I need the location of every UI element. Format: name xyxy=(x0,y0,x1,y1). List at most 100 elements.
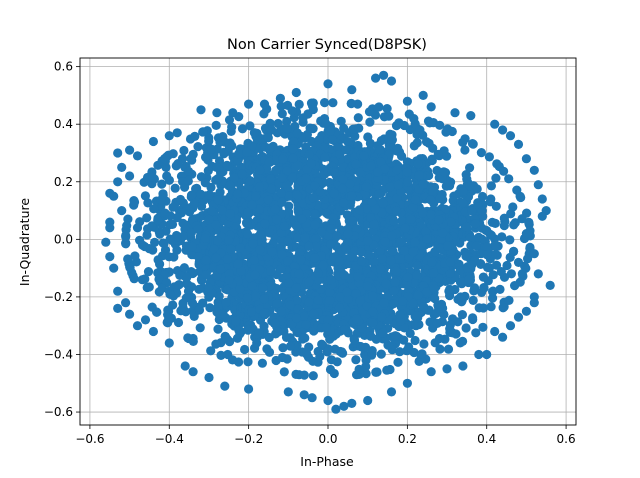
scatter-point xyxy=(129,197,140,207)
scatter-point xyxy=(396,237,406,247)
scatter-point xyxy=(380,164,390,174)
scatter-point xyxy=(211,220,221,230)
scatter-point xyxy=(125,145,135,155)
scatter-point xyxy=(410,195,420,205)
scatter-point xyxy=(376,349,386,359)
scatter-point xyxy=(212,307,222,317)
scatter-point xyxy=(172,212,182,223)
scatter-point xyxy=(414,170,424,181)
scatter-point xyxy=(464,274,474,284)
scatter-point xyxy=(165,211,175,221)
y-axis-label: In-Quadrature xyxy=(17,198,32,286)
scatter-point xyxy=(239,188,250,198)
scatter-point xyxy=(341,145,351,155)
scatter-point xyxy=(122,221,132,231)
scatter-point xyxy=(296,255,306,265)
scatter-point xyxy=(211,253,221,263)
scatter-point xyxy=(188,336,198,346)
scatter-point xyxy=(428,143,438,153)
scatter-point xyxy=(378,328,388,338)
scatter-point xyxy=(467,260,477,270)
scatter-point xyxy=(360,189,370,200)
scatter-point xyxy=(291,87,301,98)
scatter-point xyxy=(509,220,519,230)
scatter-point xyxy=(320,98,330,108)
scatter-point xyxy=(193,224,203,234)
scatter-point xyxy=(187,241,197,252)
scatter-point xyxy=(512,185,522,195)
scatter-point xyxy=(263,195,273,205)
scatter-point xyxy=(491,260,502,270)
scatter-point xyxy=(458,186,468,196)
scatter-point xyxy=(213,195,223,205)
scatter-point xyxy=(505,321,516,331)
scatter-point xyxy=(397,151,407,161)
scatter-point xyxy=(207,206,217,216)
x-tick-label: 0.0 xyxy=(318,432,337,446)
scatter-point xyxy=(380,237,390,247)
scatter-point xyxy=(363,395,373,406)
scatter-point xyxy=(293,160,303,171)
scatter-point xyxy=(229,173,239,183)
scatter-point xyxy=(265,174,276,184)
scatter-point xyxy=(266,125,277,135)
scatter-point xyxy=(249,255,259,265)
scatter-point xyxy=(374,189,384,199)
scatter-point xyxy=(442,241,453,251)
scatter-point xyxy=(471,328,481,338)
x-tick-label: 0.6 xyxy=(557,432,576,446)
scatter-point xyxy=(506,269,516,279)
scatter-point xyxy=(377,254,387,264)
scatter-point xyxy=(336,116,346,126)
scatter-point xyxy=(478,322,488,332)
scatter-point xyxy=(245,121,255,131)
scatter-point xyxy=(242,293,252,303)
scatter-point xyxy=(458,361,468,371)
scatter-point xyxy=(147,302,157,312)
scatter-point xyxy=(326,239,336,249)
scatter-point xyxy=(179,145,189,156)
scatter-point xyxy=(431,308,441,318)
scatter-point xyxy=(201,270,211,280)
scatter-point xyxy=(277,173,287,183)
scatter-point xyxy=(250,270,260,280)
scatter-point xyxy=(529,165,539,175)
scatter-point xyxy=(361,369,371,379)
scatter-point xyxy=(389,216,399,226)
scatter-point xyxy=(150,237,160,247)
scatter-point xyxy=(400,223,410,233)
scatter-point xyxy=(435,344,445,354)
scatter-point xyxy=(255,245,265,255)
scatter-point xyxy=(235,284,245,294)
scatter-point xyxy=(204,283,214,293)
scatter-point xyxy=(435,120,445,130)
scatter-point xyxy=(337,184,347,194)
scatter-point xyxy=(260,219,270,229)
scatter-point xyxy=(200,178,210,188)
scatter-point xyxy=(184,166,194,176)
scatter-point xyxy=(488,293,498,303)
scatter-point xyxy=(132,151,143,161)
scatter-point xyxy=(201,255,211,265)
scatter-point xyxy=(486,181,496,191)
scatter-point xyxy=(254,328,264,338)
scatter-point xyxy=(440,204,450,214)
scatter-point xyxy=(299,390,309,400)
scatter-point xyxy=(284,278,294,288)
scatter-point xyxy=(456,292,466,302)
scatter-point xyxy=(264,157,274,167)
scatter-point xyxy=(148,326,158,337)
scatter-point xyxy=(323,395,333,406)
scatter-point xyxy=(399,323,409,333)
scatter-point xyxy=(413,320,423,330)
scatter-point xyxy=(477,191,488,202)
scatter-point xyxy=(176,306,186,316)
scatter-point xyxy=(193,142,203,152)
scatter-point xyxy=(101,237,111,247)
scatter-point xyxy=(291,313,302,323)
scatter-point xyxy=(240,344,250,355)
scatter-point xyxy=(490,218,500,228)
scatter-point xyxy=(196,105,206,115)
scatter-point xyxy=(313,268,323,278)
scatter-point xyxy=(363,236,373,246)
